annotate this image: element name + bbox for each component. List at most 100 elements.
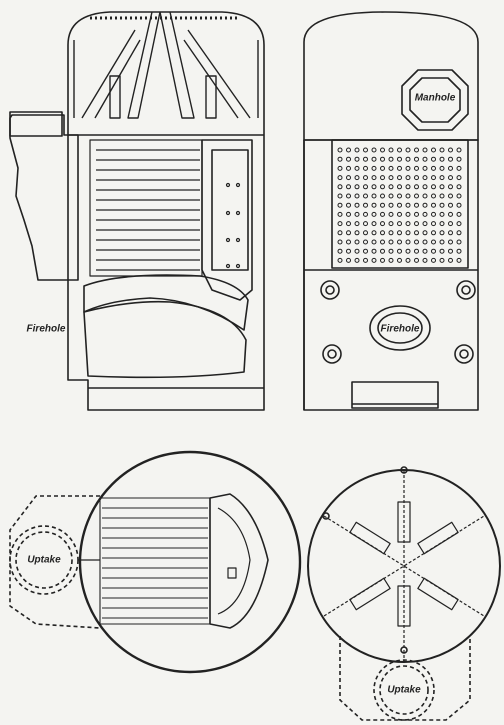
tube-end	[388, 239, 394, 245]
uptake-bottom-label: Uptake	[387, 684, 421, 696]
smokebox-cap	[9, 111, 63, 137]
tube-end	[380, 230, 385, 236]
tube-end	[456, 193, 462, 199]
tube-end	[456, 230, 462, 236]
tube-end	[414, 175, 419, 181]
tube-end	[448, 211, 453, 217]
combustion-chamber	[201, 139, 253, 301]
tube-end	[448, 165, 453, 171]
tube-end	[397, 202, 402, 208]
tube-end	[448, 248, 453, 254]
tube-end	[405, 202, 411, 208]
tube-end	[363, 165, 368, 171]
tube-end	[388, 193, 394, 199]
chamber-plan	[209, 493, 269, 629]
tube-end	[380, 147, 385, 153]
manhole-label: Manhole	[414, 92, 456, 104]
tube-end	[431, 202, 436, 208]
front-stays	[320, 280, 476, 364]
tube-end	[371, 156, 377, 162]
tube-end	[431, 221, 436, 227]
tube-end	[371, 230, 377, 236]
tube-end	[397, 248, 402, 254]
tube-end	[397, 156, 402, 162]
tube-end	[422, 184, 428, 190]
boiler-front-elevation	[303, 11, 479, 411]
tube-end	[439, 175, 445, 181]
tube-end	[337, 202, 343, 208]
tube-end	[405, 193, 411, 199]
tube-end	[397, 221, 402, 227]
tube-end	[354, 211, 360, 217]
tube-end	[397, 165, 402, 171]
tube-end	[337, 184, 343, 190]
tube-end	[380, 221, 385, 227]
tube-end	[456, 239, 462, 245]
tube-end	[405, 184, 411, 190]
tube-end	[405, 230, 411, 236]
tube-end	[337, 257, 343, 263]
tube-end	[380, 239, 385, 245]
tube-end	[439, 193, 445, 199]
tube-end	[422, 257, 428, 263]
tube-end	[388, 248, 394, 254]
tube-bank-section	[89, 139, 203, 277]
front-shell	[303, 139, 479, 411]
tube-end	[371, 257, 377, 263]
tube-end	[405, 165, 411, 171]
tube-end	[363, 230, 368, 236]
tube-end	[354, 248, 360, 254]
ashpit-door	[351, 381, 439, 409]
uptake-outline-left	[9, 495, 101, 629]
radial-stays	[323, 470, 485, 662]
boiler-plan-section-left	[9, 450, 302, 674]
tube-end	[354, 175, 360, 181]
stay-end-bottom	[400, 646, 408, 654]
tube-end	[414, 211, 419, 217]
tube-end	[388, 211, 394, 217]
tube-end	[422, 156, 428, 162]
tube-end	[397, 193, 402, 199]
tube-end	[439, 184, 445, 190]
tube-end	[388, 175, 394, 181]
tube-end	[448, 175, 453, 181]
tube-end	[456, 184, 462, 190]
tube-end	[346, 257, 351, 263]
tube-end	[363, 239, 368, 245]
tube-end	[346, 156, 351, 162]
tube-end	[363, 221, 368, 227]
tube-end	[414, 248, 419, 254]
tube-end	[422, 165, 428, 171]
tube-end	[448, 230, 453, 236]
chamber-stays	[211, 149, 249, 271]
tube-end	[380, 175, 385, 181]
uptake-circle-inner-left	[15, 531, 73, 589]
tube-end	[456, 147, 462, 153]
tube-end	[354, 147, 360, 153]
tube-end	[422, 230, 428, 236]
tube-end	[414, 165, 419, 171]
tube-end	[371, 184, 377, 190]
tube-end	[388, 257, 394, 263]
stay-end-top	[400, 466, 408, 474]
tube-end	[337, 239, 343, 245]
tube-end	[414, 257, 419, 263]
tubeplate	[331, 139, 469, 269]
tube-end	[439, 156, 445, 162]
tube-end	[397, 147, 402, 153]
tube-end	[380, 248, 385, 254]
tube-end	[380, 165, 385, 171]
tube-end	[337, 248, 343, 254]
tube-end	[363, 147, 368, 153]
tube-end	[397, 239, 402, 245]
tube-end	[422, 175, 428, 181]
tube-end	[346, 239, 351, 245]
tube-end	[414, 147, 419, 153]
tube-end	[346, 248, 351, 254]
tube-end	[337, 165, 343, 171]
tube-end	[346, 202, 351, 208]
tube-end	[346, 221, 351, 227]
tube-end	[388, 230, 394, 236]
tube-end	[431, 184, 436, 190]
